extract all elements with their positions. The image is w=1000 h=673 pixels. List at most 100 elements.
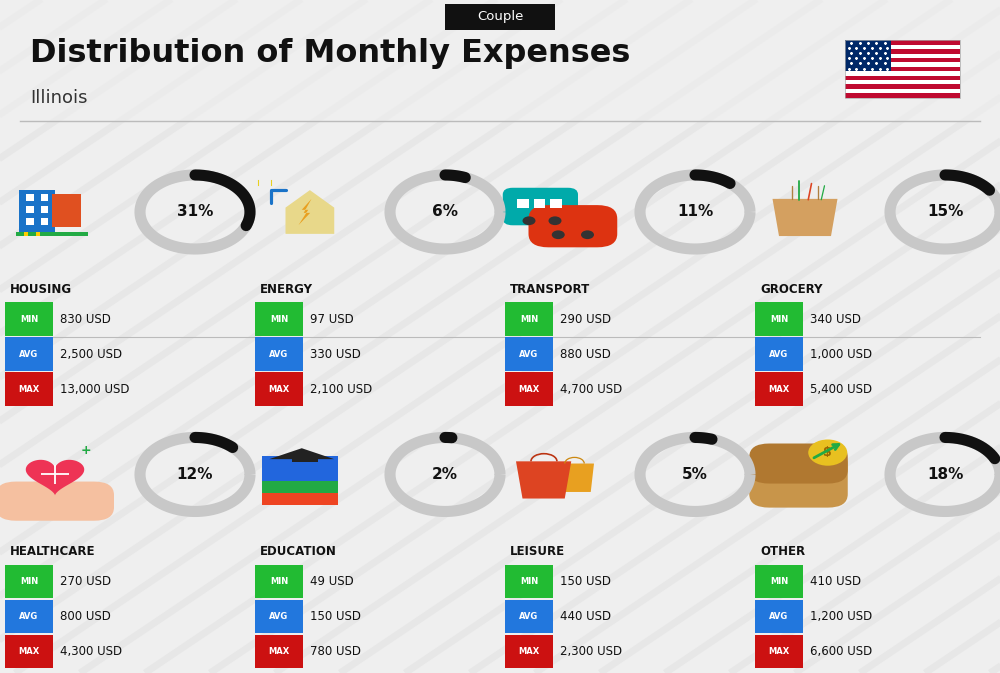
FancyBboxPatch shape bbox=[41, 218, 48, 225]
FancyBboxPatch shape bbox=[845, 54, 960, 58]
Text: MIN: MIN bbox=[770, 315, 788, 324]
Polygon shape bbox=[516, 462, 571, 499]
FancyBboxPatch shape bbox=[845, 49, 960, 54]
FancyBboxPatch shape bbox=[755, 302, 803, 336]
FancyBboxPatch shape bbox=[41, 206, 48, 213]
Text: MAX: MAX bbox=[268, 647, 290, 656]
FancyBboxPatch shape bbox=[755, 635, 803, 668]
Text: HEALTHCARE: HEALTHCARE bbox=[10, 545, 96, 559]
Text: 1,200 USD: 1,200 USD bbox=[810, 610, 872, 623]
FancyBboxPatch shape bbox=[255, 337, 303, 371]
FancyBboxPatch shape bbox=[845, 40, 891, 71]
FancyBboxPatch shape bbox=[41, 194, 48, 201]
FancyBboxPatch shape bbox=[550, 199, 562, 207]
FancyBboxPatch shape bbox=[255, 600, 303, 633]
Text: MIN: MIN bbox=[20, 315, 38, 324]
Polygon shape bbox=[558, 209, 591, 219]
Text: 2,100 USD: 2,100 USD bbox=[310, 383, 372, 396]
Text: Distribution of Monthly Expenses: Distribution of Monthly Expenses bbox=[30, 38, 630, 69]
Text: MIN: MIN bbox=[520, 577, 538, 586]
Text: AVG: AVG bbox=[19, 612, 39, 621]
FancyBboxPatch shape bbox=[5, 337, 53, 371]
Text: 290 USD: 290 USD bbox=[560, 313, 611, 326]
Text: 13,000 USD: 13,000 USD bbox=[60, 383, 130, 396]
FancyBboxPatch shape bbox=[517, 199, 529, 207]
Text: Illinois: Illinois bbox=[30, 89, 88, 106]
Text: 15%: 15% bbox=[927, 205, 963, 219]
Text: 2,500 USD: 2,500 USD bbox=[60, 348, 122, 361]
Text: 5%: 5% bbox=[682, 467, 708, 482]
Text: MAX: MAX bbox=[518, 647, 540, 656]
Text: 440 USD: 440 USD bbox=[560, 610, 611, 623]
Text: MIN: MIN bbox=[270, 315, 288, 324]
FancyBboxPatch shape bbox=[505, 565, 553, 598]
FancyBboxPatch shape bbox=[845, 71, 960, 75]
Text: 11%: 11% bbox=[677, 205, 713, 219]
FancyBboxPatch shape bbox=[5, 600, 53, 633]
Text: AVG: AVG bbox=[519, 350, 539, 359]
Text: AVG: AVG bbox=[769, 350, 789, 359]
FancyBboxPatch shape bbox=[255, 372, 303, 406]
FancyBboxPatch shape bbox=[262, 456, 338, 481]
Text: 12%: 12% bbox=[177, 467, 213, 482]
FancyBboxPatch shape bbox=[505, 302, 553, 336]
FancyBboxPatch shape bbox=[505, 372, 553, 406]
Text: 5,400 USD: 5,400 USD bbox=[810, 383, 872, 396]
Text: 49 USD: 49 USD bbox=[310, 575, 354, 588]
Text: 31%: 31% bbox=[177, 205, 213, 219]
Circle shape bbox=[552, 230, 565, 239]
FancyBboxPatch shape bbox=[534, 199, 545, 207]
FancyBboxPatch shape bbox=[845, 58, 960, 63]
FancyBboxPatch shape bbox=[24, 232, 28, 236]
FancyBboxPatch shape bbox=[255, 635, 303, 668]
Text: 150 USD: 150 USD bbox=[310, 610, 361, 623]
FancyBboxPatch shape bbox=[845, 63, 960, 67]
FancyBboxPatch shape bbox=[755, 372, 803, 406]
FancyBboxPatch shape bbox=[36, 232, 40, 236]
FancyBboxPatch shape bbox=[262, 481, 338, 505]
FancyBboxPatch shape bbox=[5, 565, 53, 598]
Text: MAX: MAX bbox=[768, 647, 790, 656]
Text: MIN: MIN bbox=[770, 577, 788, 586]
Text: AVG: AVG bbox=[19, 350, 39, 359]
FancyBboxPatch shape bbox=[505, 337, 553, 371]
FancyBboxPatch shape bbox=[845, 89, 960, 93]
Text: 410 USD: 410 USD bbox=[810, 575, 861, 588]
Text: HOUSING: HOUSING bbox=[10, 283, 72, 296]
FancyBboxPatch shape bbox=[26, 218, 34, 225]
Text: 18%: 18% bbox=[927, 467, 963, 482]
Text: EDUCATION: EDUCATION bbox=[260, 545, 337, 559]
Text: ENERGY: ENERGY bbox=[260, 283, 313, 296]
Text: MIN: MIN bbox=[270, 577, 288, 586]
Text: 4,300 USD: 4,300 USD bbox=[60, 645, 122, 658]
FancyBboxPatch shape bbox=[845, 75, 960, 80]
FancyBboxPatch shape bbox=[749, 450, 848, 507]
FancyBboxPatch shape bbox=[845, 45, 960, 49]
FancyBboxPatch shape bbox=[755, 600, 803, 633]
FancyBboxPatch shape bbox=[16, 232, 88, 236]
FancyBboxPatch shape bbox=[845, 40, 960, 45]
Text: AVG: AVG bbox=[269, 612, 289, 621]
FancyBboxPatch shape bbox=[445, 4, 555, 30]
Text: LEISURE: LEISURE bbox=[510, 545, 565, 559]
Text: MIN: MIN bbox=[20, 577, 38, 586]
Text: 830 USD: 830 USD bbox=[60, 313, 111, 326]
Polygon shape bbox=[26, 460, 84, 495]
Text: 2%: 2% bbox=[432, 467, 458, 482]
Text: 150 USD: 150 USD bbox=[560, 575, 611, 588]
Polygon shape bbox=[269, 448, 334, 459]
FancyBboxPatch shape bbox=[26, 206, 34, 213]
FancyBboxPatch shape bbox=[503, 188, 578, 225]
Circle shape bbox=[808, 439, 847, 466]
FancyBboxPatch shape bbox=[26, 194, 34, 201]
FancyBboxPatch shape bbox=[528, 205, 617, 248]
FancyBboxPatch shape bbox=[755, 337, 803, 371]
FancyBboxPatch shape bbox=[505, 635, 553, 668]
Text: 4,700 USD: 4,700 USD bbox=[560, 383, 622, 396]
Text: $: $ bbox=[823, 446, 832, 459]
Circle shape bbox=[548, 217, 561, 225]
Text: AVG: AVG bbox=[769, 612, 789, 621]
FancyBboxPatch shape bbox=[52, 194, 81, 227]
Text: MIN: MIN bbox=[520, 315, 538, 324]
Text: MAX: MAX bbox=[18, 647, 40, 656]
